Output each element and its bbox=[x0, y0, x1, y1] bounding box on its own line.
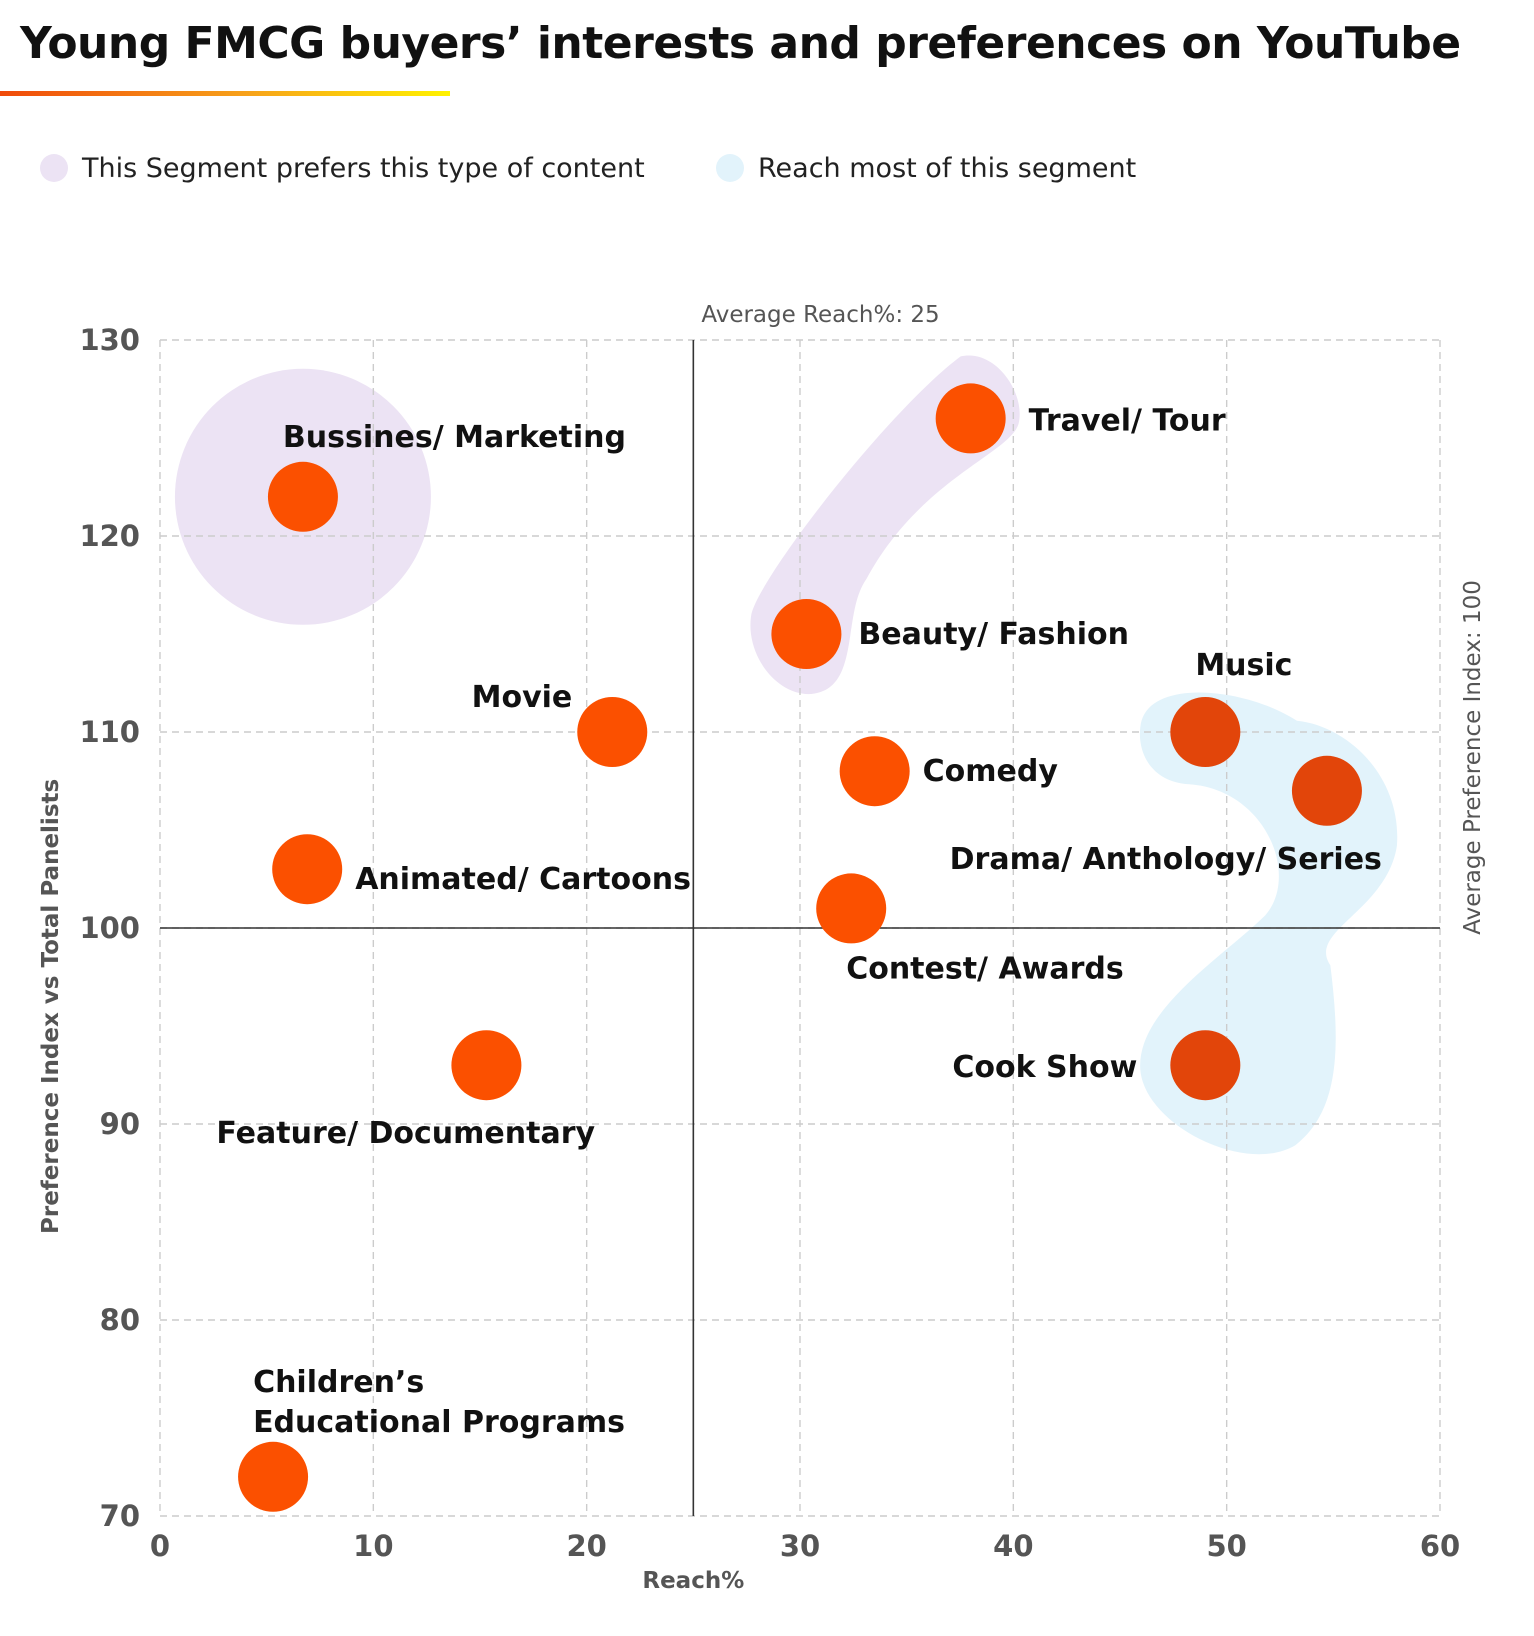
data-point bbox=[839, 736, 910, 807]
axis-titles: Reach% Preference Index vs Total Panelist… bbox=[38, 779, 744, 1594]
point-label: Feature/ Documentary bbox=[216, 1116, 595, 1151]
x-tick-label: 40 bbox=[993, 1529, 1033, 1563]
x-tick-label: 50 bbox=[1206, 1529, 1246, 1563]
x-tick-label: 30 bbox=[780, 1529, 820, 1563]
data-point bbox=[238, 1441, 309, 1512]
legend-label-prefers: This Segment prefers this type of conten… bbox=[82, 152, 645, 184]
y-tick-label: 70 bbox=[100, 1499, 140, 1533]
data-point bbox=[816, 873, 887, 944]
x-tick-label: 0 bbox=[150, 1529, 170, 1563]
y-axis-title: Preference Index vs Total Panelists bbox=[38, 779, 64, 1234]
point-label: Cook Show bbox=[952, 1050, 1137, 1085]
point-label: Contest/ Awards bbox=[846, 951, 1124, 986]
reference-label-average-preference: Average Preference Index: 100 bbox=[1460, 580, 1486, 935]
y-tick-label: 120 bbox=[79, 519, 140, 553]
y-tick-label: 90 bbox=[100, 1107, 140, 1141]
y-tick-label: 130 bbox=[79, 323, 140, 357]
data-point bbox=[771, 599, 842, 669]
legend-swatch-prefers bbox=[40, 154, 68, 182]
point-label: Comedy bbox=[923, 754, 1059, 789]
data-point bbox=[935, 383, 1006, 454]
point-label: Travel/ Tour bbox=[1029, 403, 1226, 438]
legend-swatch-reach bbox=[716, 154, 744, 182]
y-tick-label: 110 bbox=[79, 715, 140, 749]
data-point bbox=[577, 697, 648, 767]
point-label: Movie bbox=[472, 680, 573, 715]
data-point bbox=[1291, 755, 1362, 826]
data-point bbox=[267, 461, 338, 532]
chart-title: Young FMCG buyers’ interests and prefere… bbox=[20, 18, 1461, 69]
point-label: Drama/ Anthology/ Series bbox=[950, 842, 1382, 877]
point-label: Beauty/ Fashion bbox=[858, 617, 1129, 652]
data-point bbox=[272, 834, 343, 905]
title-underline bbox=[0, 91, 450, 96]
point-label: Children’s Educational Programs bbox=[253, 1365, 625, 1440]
x-tick-label: 20 bbox=[566, 1529, 606, 1563]
point-label: Bussines/ Marketing bbox=[283, 420, 626, 455]
point-label: Animated/ Cartoons bbox=[355, 862, 691, 897]
data-point bbox=[1170, 1030, 1241, 1101]
axis-ticks: 0 10 20 30 40 50 60 70 80 90 100 110 120 130 bbox=[79, 323, 1460, 1563]
data-point bbox=[1170, 697, 1241, 767]
legend-label-reach: Reach most of this segment bbox=[758, 152, 1137, 184]
legend-item-reach: Reach most of this segment bbox=[716, 148, 1136, 188]
data-point bbox=[451, 1030, 522, 1101]
point-labels: Bussines/ Marketing Travel/ Tour Beauty/ F… bbox=[216, 403, 1382, 1439]
reference-lines: Average Reach%: 25 Average Preference Ind… bbox=[160, 302, 1486, 1516]
reference-label-average-reach: Average Reach%: 25 bbox=[701, 302, 939, 328]
legend-item-prefers: This Segment prefers this type of conten… bbox=[40, 148, 645, 188]
data-points bbox=[238, 383, 1362, 1512]
x-tick-label: 60 bbox=[1420, 1529, 1460, 1563]
x-tick-label: 10 bbox=[353, 1529, 393, 1563]
y-tick-label: 80 bbox=[100, 1303, 140, 1337]
x-axis-title: Reach% bbox=[642, 1568, 744, 1594]
point-label: Music bbox=[1195, 648, 1292, 683]
y-tick-label: 100 bbox=[79, 911, 140, 945]
